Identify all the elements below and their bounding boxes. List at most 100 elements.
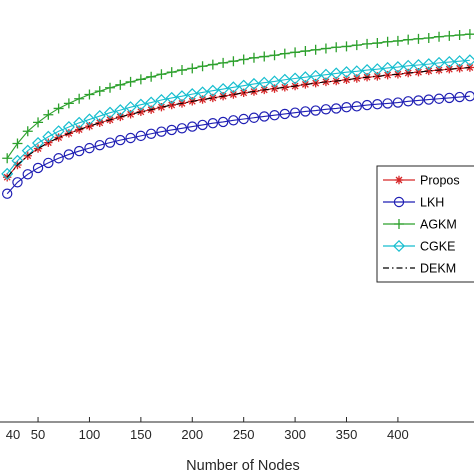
data-point: [104, 137, 116, 148]
x-tick-label: 250: [233, 427, 255, 442]
data-point: [196, 86, 209, 99]
data-point: [382, 36, 393, 47]
data-point: [218, 57, 229, 68]
legend-label: Propos: [420, 174, 460, 188]
x-tick-label: 50: [31, 427, 45, 442]
data-point: [103, 106, 117, 119]
data-point: [382, 98, 393, 109]
data-point: [319, 68, 332, 81]
data-point: [432, 56, 446, 69]
data-point: [269, 110, 280, 121]
data-point: [135, 130, 147, 142]
legend-entry: CGKE: [383, 240, 455, 254]
data-point: [166, 124, 177, 136]
series-line: [6, 33, 470, 159]
data-point: [165, 91, 178, 104]
data-point: [413, 33, 424, 44]
data-point: [54, 133, 63, 142]
data-point: [454, 30, 465, 41]
data-point: [301, 80, 310, 89]
data-point: [279, 108, 291, 120]
data-point: [402, 59, 415, 72]
data-point: [463, 54, 474, 67]
data-point: [207, 118, 219, 129]
legend-label: CGKE: [420, 240, 455, 254]
series-layer: [1, 29, 474, 199]
data-point: [309, 69, 322, 83]
data-point: [228, 115, 239, 126]
data-point: [1, 167, 14, 180]
legend-entry: DEKM: [383, 262, 456, 276]
data-point: [341, 101, 352, 113]
data-point: [289, 107, 301, 118]
data-point: [124, 101, 137, 114]
data-point: [413, 95, 424, 106]
legend-label: DEKM: [420, 262, 456, 276]
data-point: [423, 32, 434, 43]
x-tick-label: 150: [130, 427, 152, 442]
data-point: [115, 79, 126, 90]
data-point: [372, 38, 383, 49]
data-point: [299, 71, 312, 84]
data-point: [423, 94, 434, 105]
legend-label: AGKM: [420, 218, 457, 232]
data-point: [259, 111, 270, 122]
data-point: [94, 139, 105, 151]
data-point: [115, 134, 126, 146]
data-point: [207, 59, 218, 70]
data-point: [453, 55, 466, 68]
data-point: [206, 84, 219, 97]
data-point: [391, 61, 404, 74]
data-point: [217, 82, 230, 96]
x-axis-title: Number of Nodes: [186, 458, 300, 474]
data-point: [300, 106, 311, 117]
data-point: [300, 46, 311, 57]
data-point: [176, 123, 188, 134]
data-point: [42, 130, 55, 143]
data-point: [444, 30, 455, 41]
legend-label: LKH: [420, 196, 444, 210]
data-point: [187, 63, 198, 74]
data-point: [145, 128, 157, 139]
legend-swatch-marker: [394, 219, 404, 229]
data-point: [392, 35, 403, 46]
legend-swatch-marker: [394, 175, 404, 185]
data-point: [176, 65, 187, 76]
data-point: [31, 137, 45, 150]
data-point: [114, 104, 127, 117]
data-point: [259, 51, 270, 62]
data-point: [198, 95, 207, 104]
data-point: [217, 116, 229, 128]
data-point: [43, 157, 54, 169]
data-point: [373, 72, 382, 81]
series-cgke: [1, 54, 474, 180]
data-point: [156, 69, 167, 80]
data-point: [32, 162, 44, 174]
data-point: [270, 84, 279, 93]
data-point: [134, 98, 147, 111]
data-point: [434, 31, 445, 42]
data-point: [454, 91, 465, 103]
data-point: [433, 93, 445, 104]
data-point: [125, 132, 136, 144]
data-point: [63, 149, 75, 160]
data-point: [279, 48, 290, 59]
data-point: [331, 42, 342, 53]
data-point: [330, 67, 343, 80]
x-axis-ticks: 50 100 150 200 250 300 350 400 40: [6, 417, 409, 442]
data-point: [229, 90, 238, 99]
data-point: [208, 93, 218, 103]
data-point: [12, 177, 23, 188]
data-point: [22, 169, 33, 180]
data-point: [340, 66, 353, 79]
data-point: [289, 72, 302, 85]
data-point: [186, 88, 199, 101]
data-point: [443, 55, 456, 69]
data-point: [52, 125, 65, 138]
data-point: [361, 99, 373, 111]
data-point: [93, 110, 106, 123]
data-point: [320, 104, 332, 115]
data-point: [33, 117, 44, 128]
data-point: [187, 121, 198, 132]
